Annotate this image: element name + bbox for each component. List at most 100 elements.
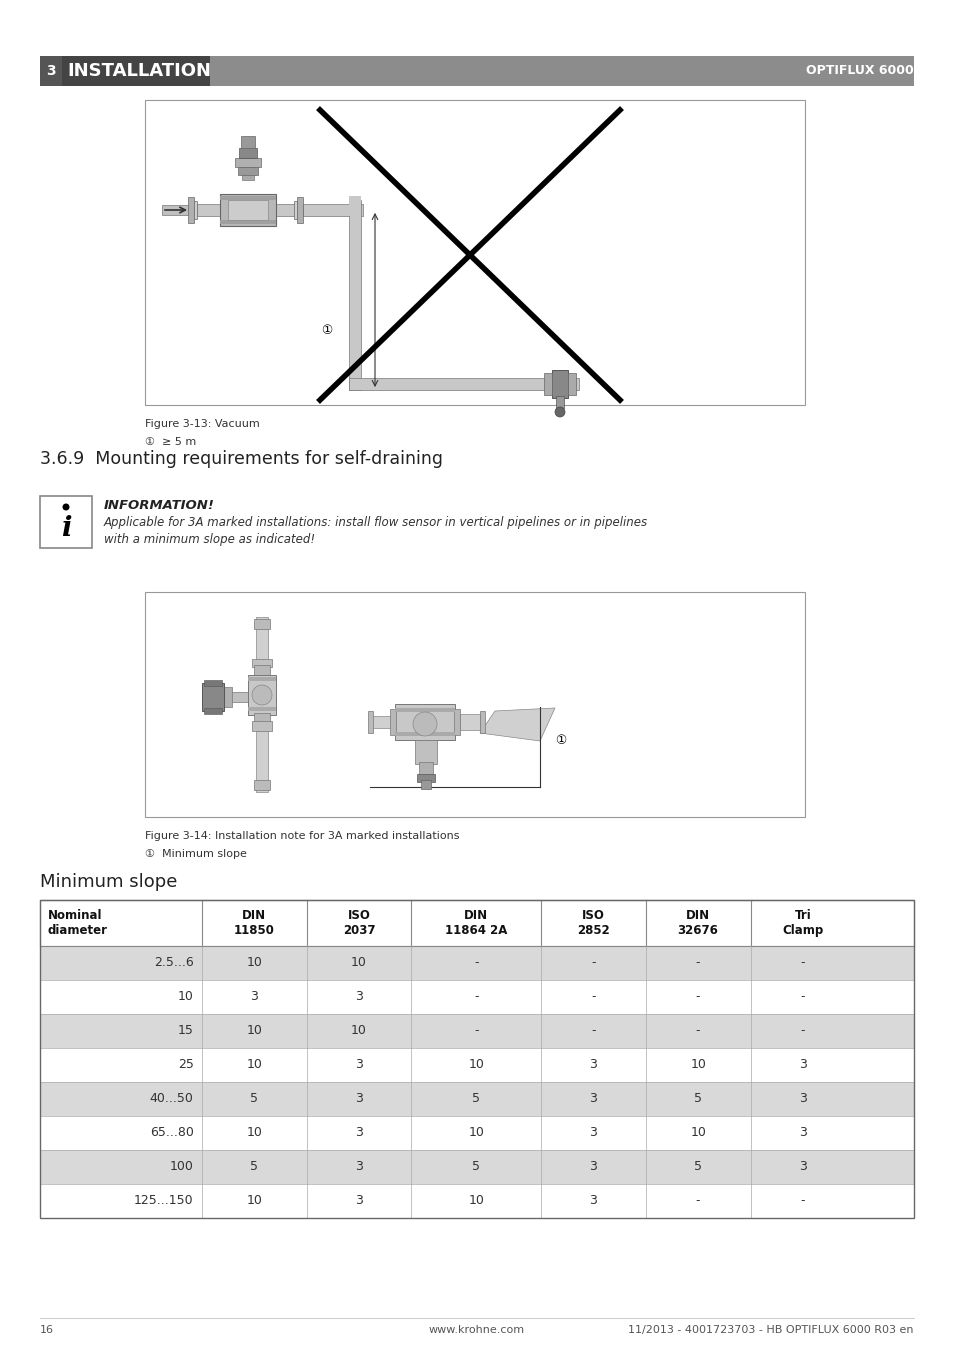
Bar bbox=[145, 100, 804, 405]
Bar bbox=[275, 204, 295, 216]
Bar bbox=[40, 900, 913, 946]
Text: 3: 3 bbox=[46, 63, 56, 78]
Bar bbox=[349, 378, 578, 390]
Text: 16: 16 bbox=[40, 1325, 54, 1335]
Bar bbox=[193, 201, 196, 219]
Bar bbox=[40, 1183, 913, 1219]
Bar bbox=[40, 1116, 913, 1150]
Text: 125...150: 125...150 bbox=[134, 1194, 193, 1208]
Bar bbox=[420, 780, 431, 789]
Text: 3: 3 bbox=[355, 990, 362, 1004]
Text: INFORMATION!: INFORMATION! bbox=[104, 499, 214, 512]
Bar bbox=[349, 200, 360, 390]
Bar bbox=[303, 204, 363, 216]
Text: 5: 5 bbox=[472, 1093, 479, 1105]
Bar bbox=[40, 1015, 913, 1048]
Text: DIN
11850: DIN 11850 bbox=[233, 909, 274, 938]
Bar bbox=[253, 713, 270, 723]
Bar bbox=[296, 197, 303, 223]
Bar bbox=[196, 204, 222, 216]
Polygon shape bbox=[479, 708, 555, 740]
Text: Tri
Clamp: Tri Clamp bbox=[781, 909, 822, 938]
Text: 5: 5 bbox=[694, 1093, 701, 1105]
Text: OPTIFLUX 6000: OPTIFLUX 6000 bbox=[805, 65, 913, 77]
Text: 10: 10 bbox=[246, 1194, 262, 1208]
Text: 3: 3 bbox=[355, 1194, 362, 1208]
Text: DIN
11864 2A: DIN 11864 2A bbox=[444, 909, 507, 938]
Bar bbox=[349, 196, 360, 216]
Text: 5: 5 bbox=[472, 1161, 479, 1174]
Bar bbox=[252, 659, 272, 667]
Text: -: - bbox=[800, 957, 804, 970]
Text: 3: 3 bbox=[355, 1093, 362, 1105]
Bar bbox=[220, 220, 275, 224]
Text: ①  ≥ 5 m: ① ≥ 5 m bbox=[145, 436, 196, 447]
Bar bbox=[242, 150, 253, 180]
Bar bbox=[220, 196, 275, 200]
Bar bbox=[252, 721, 272, 731]
Text: -: - bbox=[590, 957, 595, 970]
Bar bbox=[255, 617, 268, 792]
Bar bbox=[395, 704, 455, 740]
Bar bbox=[234, 158, 261, 168]
Text: 10: 10 bbox=[351, 957, 367, 970]
Text: 3: 3 bbox=[355, 1161, 362, 1174]
Text: 3: 3 bbox=[589, 1058, 597, 1071]
Text: 10: 10 bbox=[246, 1127, 262, 1139]
Text: 3: 3 bbox=[355, 1058, 362, 1071]
Text: ISO
2037: ISO 2037 bbox=[342, 909, 375, 938]
Bar bbox=[253, 665, 270, 676]
Bar bbox=[253, 619, 270, 630]
Text: -: - bbox=[590, 1024, 595, 1038]
Text: -: - bbox=[800, 1024, 804, 1038]
Bar bbox=[40, 946, 913, 979]
Bar bbox=[390, 709, 395, 735]
Bar bbox=[239, 149, 256, 158]
Bar bbox=[418, 762, 433, 775]
Bar bbox=[40, 900, 913, 1219]
Text: -: - bbox=[695, 1194, 700, 1208]
Text: 10: 10 bbox=[177, 990, 193, 1004]
Text: Minimum slope: Minimum slope bbox=[40, 873, 177, 892]
Text: -: - bbox=[695, 990, 700, 1004]
Bar bbox=[415, 740, 436, 765]
Text: 40...50: 40...50 bbox=[150, 1093, 193, 1105]
Bar bbox=[40, 496, 91, 549]
Bar bbox=[40, 1048, 913, 1082]
Text: 2.5...6: 2.5...6 bbox=[153, 957, 193, 970]
Text: 10: 10 bbox=[689, 1058, 705, 1071]
Bar bbox=[204, 708, 222, 713]
Bar bbox=[210, 55, 913, 86]
Text: 10: 10 bbox=[689, 1127, 705, 1139]
Bar bbox=[40, 1150, 913, 1183]
Text: -: - bbox=[474, 990, 477, 1004]
Text: 15: 15 bbox=[177, 1024, 193, 1038]
Text: 10: 10 bbox=[468, 1127, 483, 1139]
Bar bbox=[395, 732, 455, 736]
Text: 5: 5 bbox=[250, 1093, 258, 1105]
Text: 11/2013 - 4001723703 - HB OPTIFLUX 6000 R03 en: 11/2013 - 4001723703 - HB OPTIFLUX 6000 … bbox=[628, 1325, 913, 1335]
Bar bbox=[40, 55, 62, 86]
Text: 100: 100 bbox=[170, 1161, 193, 1174]
Bar bbox=[162, 205, 190, 215]
Bar bbox=[237, 168, 257, 176]
Text: Nominal
diameter: Nominal diameter bbox=[48, 909, 108, 938]
Bar bbox=[556, 396, 563, 408]
Text: 10: 10 bbox=[246, 1024, 262, 1038]
Text: -: - bbox=[474, 957, 477, 970]
Text: 3: 3 bbox=[355, 1127, 362, 1139]
Text: 10: 10 bbox=[351, 1024, 367, 1038]
Bar bbox=[62, 55, 210, 86]
Text: ISO
2852: ISO 2852 bbox=[577, 909, 609, 938]
Text: DIN
32676: DIN 32676 bbox=[677, 909, 718, 938]
Text: www.krohne.com: www.krohne.com bbox=[429, 1325, 524, 1335]
Bar bbox=[241, 136, 254, 149]
Text: -: - bbox=[474, 1024, 477, 1038]
Text: ①  Minimum slope: ① Minimum slope bbox=[145, 848, 247, 859]
Text: 25: 25 bbox=[177, 1058, 193, 1071]
Bar bbox=[230, 692, 250, 703]
Bar bbox=[222, 688, 232, 707]
Bar bbox=[552, 370, 567, 399]
Text: Figure 3-14: Installation note for 3A marked installations: Figure 3-14: Installation note for 3A ma… bbox=[145, 831, 459, 842]
Circle shape bbox=[413, 712, 436, 736]
